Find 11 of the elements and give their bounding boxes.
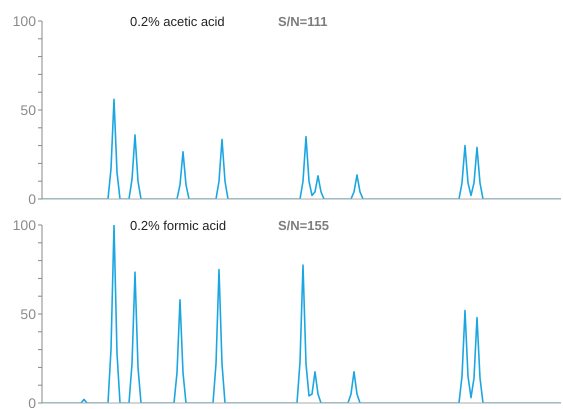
annotation: S/N=155 xyxy=(278,218,329,233)
y-tick-label: 100 xyxy=(12,12,36,29)
y-tick-label: 50 xyxy=(20,306,36,322)
chart-title: 0.2% acetic acid xyxy=(130,14,225,29)
y-tick-label: 0 xyxy=(28,190,36,207)
line-series xyxy=(41,98,562,199)
annotation: S/N=111 xyxy=(278,14,328,29)
y-tick-label: 50 xyxy=(20,102,36,118)
chart-title: 0.2% formic acid xyxy=(130,218,226,233)
y-tick-label: 100 xyxy=(12,216,36,233)
y-tick-label: 0 xyxy=(28,394,36,409)
